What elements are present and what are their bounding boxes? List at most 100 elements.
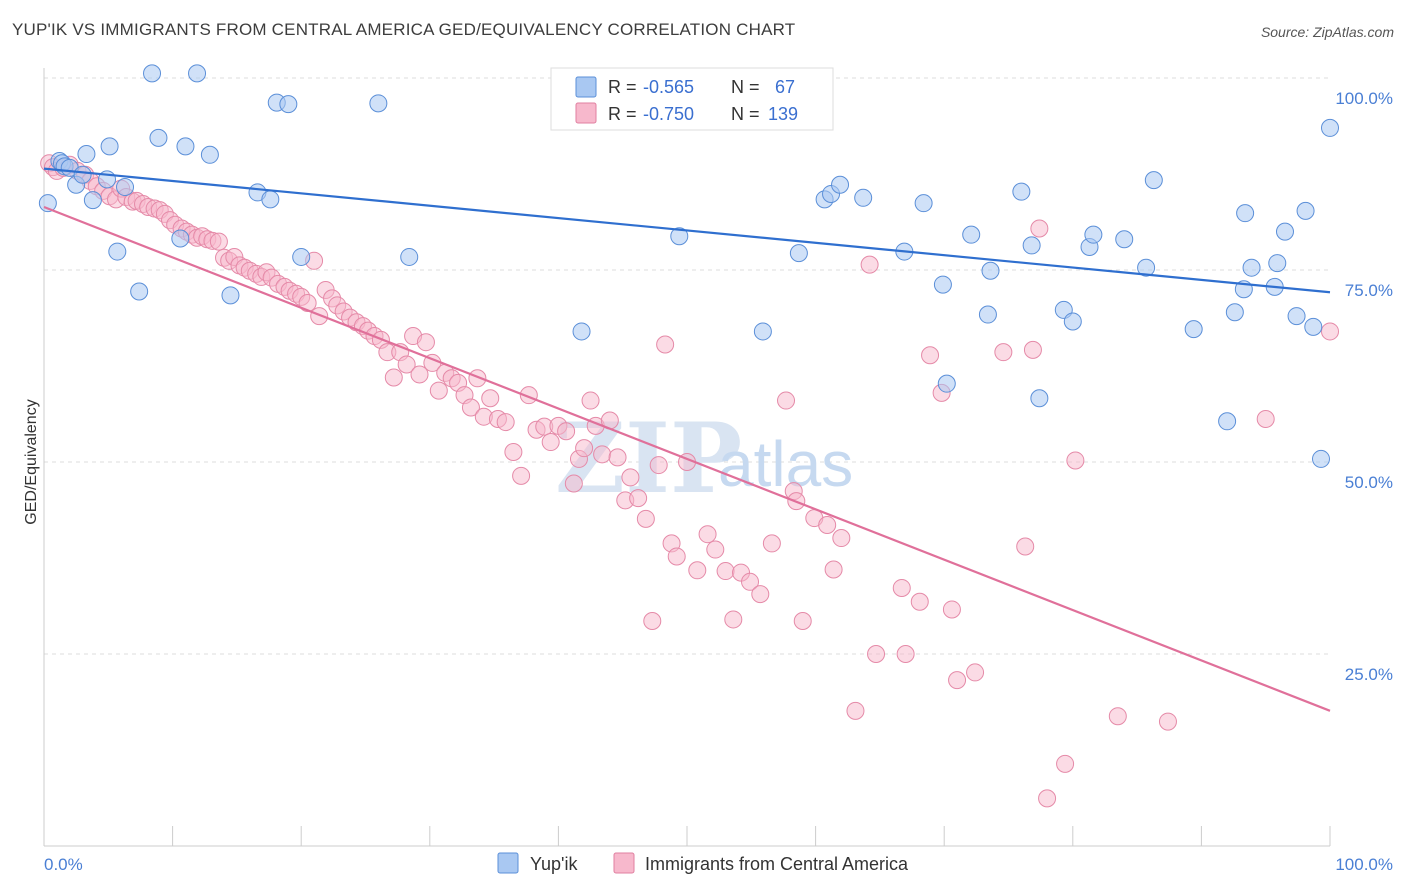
trend-line-central-america bbox=[43, 205, 1331, 712]
data-point-central-america bbox=[698, 525, 717, 544]
data-point-yupik bbox=[1311, 449, 1330, 468]
data-point-central-america bbox=[575, 439, 594, 458]
data-point-yupik bbox=[789, 244, 808, 263]
data-point-central-america bbox=[948, 671, 967, 690]
data-point-yupik bbox=[1137, 258, 1156, 277]
bottom-legend-swatch-central-america bbox=[613, 852, 635, 874]
data-point-yupik bbox=[1225, 303, 1244, 322]
data-point-yupik bbox=[1022, 236, 1041, 255]
data-point-central-america bbox=[1038, 789, 1057, 808]
legend-n-label: N = bbox=[731, 104, 760, 124]
x-tick-labels: 0.0% 100.0% bbox=[44, 855, 1393, 874]
data-point-central-america bbox=[429, 381, 448, 400]
data-point-yupik bbox=[77, 145, 96, 164]
data-point-central-america bbox=[557, 422, 576, 441]
data-point-central-america bbox=[867, 645, 886, 663]
data-point-central-america bbox=[636, 509, 655, 528]
data-point-central-america bbox=[410, 365, 429, 384]
data-point-yupik bbox=[261, 190, 280, 209]
data-point-central-america bbox=[896, 645, 915, 663]
data-point-yupik bbox=[1268, 254, 1287, 273]
data-point-central-america bbox=[649, 456, 668, 475]
data-point-central-america bbox=[892, 578, 911, 597]
data-point-yupik bbox=[73, 165, 92, 184]
data-point-central-america bbox=[793, 611, 812, 630]
trend-line-yupik bbox=[43, 167, 1331, 294]
legend-box bbox=[550, 67, 834, 131]
data-point-central-america bbox=[860, 255, 879, 274]
correlation-legend: R = -0.565 N = 67 R = -0.750 N = 139 bbox=[550, 67, 834, 131]
data-point-central-america bbox=[1158, 712, 1177, 731]
data-point-central-america bbox=[416, 333, 435, 352]
data-point-central-america bbox=[1030, 219, 1049, 238]
data-point-yupik bbox=[1184, 320, 1203, 339]
data-point-yupik bbox=[854, 188, 873, 207]
legend-r-value-central-america: -0.750 bbox=[643, 104, 694, 124]
data-point-central-america bbox=[496, 413, 515, 432]
data-point-yupik bbox=[753, 322, 772, 341]
bottom-legend-swatch-yupik bbox=[497, 852, 519, 874]
data-point-central-america bbox=[846, 701, 865, 720]
data-point-central-america bbox=[593, 445, 612, 464]
data-point-central-america bbox=[777, 391, 796, 410]
data-point-central-america bbox=[1256, 409, 1275, 428]
data-point-yupik bbox=[279, 95, 298, 114]
data-point-yupik bbox=[200, 145, 219, 164]
data-point-central-america bbox=[942, 600, 961, 619]
data-point-central-america bbox=[608, 448, 627, 467]
data-point-yupik bbox=[1084, 225, 1103, 244]
data-point-yupik bbox=[176, 137, 195, 156]
legend-r-label: R = bbox=[608, 77, 637, 97]
data-point-yupik bbox=[1012, 182, 1031, 201]
data-point-yupik bbox=[143, 64, 162, 83]
y-tick-labels: 25.0% 50.0% 75.0% 100.0% bbox=[1335, 89, 1393, 684]
data-point-yupik bbox=[108, 242, 127, 261]
data-point-central-america bbox=[310, 307, 329, 326]
legend-n-value-central-america: 139 bbox=[768, 104, 798, 124]
data-point-yupik bbox=[962, 225, 981, 244]
data-point-central-america bbox=[1016, 537, 1035, 556]
data-point-yupik bbox=[1287, 307, 1306, 326]
legend-r-label: R = bbox=[608, 104, 637, 124]
data-point-central-america bbox=[910, 592, 929, 611]
data-point-yupik bbox=[1144, 171, 1163, 190]
data-point-central-america bbox=[512, 466, 531, 485]
data-point-central-america bbox=[824, 560, 843, 579]
bottom-legend-label-central-america: Immigrants from Central America bbox=[645, 854, 909, 874]
data-point-yupik bbox=[221, 286, 240, 305]
data-point-central-america bbox=[716, 562, 735, 581]
data-point-yupik bbox=[116, 178, 135, 197]
data-point-yupik bbox=[149, 128, 168, 147]
data-point-central-america bbox=[724, 610, 743, 629]
data-point-yupik bbox=[670, 227, 689, 246]
legend-n-value-yupik: 67 bbox=[775, 77, 795, 97]
data-point-central-america bbox=[921, 346, 940, 365]
data-point-central-america bbox=[741, 572, 760, 591]
y-tick-label: 25.0% bbox=[1345, 665, 1393, 684]
data-point-central-america bbox=[461, 398, 480, 417]
y-tick-label: 50.0% bbox=[1345, 473, 1393, 492]
data-point-yupik bbox=[981, 261, 1000, 280]
data-point-central-america bbox=[581, 391, 600, 410]
data-point-central-america bbox=[397, 355, 416, 374]
bottom-legend-label-yupik: Yup'ik bbox=[530, 854, 578, 874]
legend-swatch-yupik bbox=[575, 76, 597, 98]
data-point-yupik bbox=[1321, 118, 1339, 137]
data-point-yupik bbox=[933, 275, 952, 294]
data-point-central-america bbox=[209, 232, 228, 251]
legend-r-value-yupik: -0.565 bbox=[643, 77, 694, 97]
data-point-central-america bbox=[504, 443, 523, 462]
data-point-central-america bbox=[751, 585, 770, 604]
data-point-yupik bbox=[1242, 258, 1261, 277]
data-point-central-america bbox=[667, 547, 686, 566]
x-tick-label: 100.0% bbox=[1335, 855, 1393, 874]
data-point-yupik bbox=[914, 194, 933, 213]
data-point-yupik bbox=[1236, 204, 1255, 223]
data-point-yupik bbox=[83, 191, 102, 210]
data-point-yupik bbox=[292, 247, 311, 266]
data-point-yupik bbox=[38, 194, 57, 213]
y-axis-title: GED/Equivalency bbox=[23, 399, 40, 524]
data-point-central-america bbox=[1066, 451, 1085, 470]
data-point-yupik bbox=[1063, 312, 1082, 331]
